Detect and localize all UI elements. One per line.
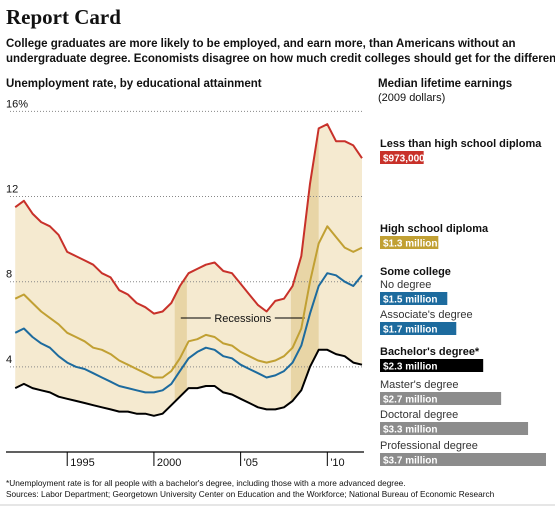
x-tick-label: '10 <box>330 457 344 469</box>
subtitle: College graduates are more likely to be … <box>6 38 516 50</box>
bar <box>380 236 439 249</box>
chart-title: Unemployment rate, by educational attain… <box>6 78 262 90</box>
value-label: $973,000 <box>383 154 425 165</box>
bar <box>380 151 424 164</box>
value-label: $3.3 million <box>383 425 437 436</box>
series-line <box>14 348 363 417</box>
bar <box>380 453 546 466</box>
y-tick-label: 12 <box>6 184 18 196</box>
subtitle: undergraduate degree. Economists disagre… <box>6 53 555 65</box>
value-label: $1.5 million <box>383 295 437 306</box>
series-line <box>14 272 363 394</box>
category-label: Less than high school diploma <box>380 138 542 150</box>
bar <box>380 392 502 405</box>
category-label: Bachelor's degree* <box>380 346 480 358</box>
recession-label: Recessions <box>214 313 271 325</box>
value-label: $2.3 million <box>383 362 437 373</box>
category-label: Master's degree <box>380 379 459 391</box>
category-label: No degree <box>380 279 431 291</box>
y-tick-label: 8 <box>6 269 12 281</box>
series-line <box>14 123 363 315</box>
category-label: Associate's degree <box>380 309 473 321</box>
value-label: $2.7 million <box>383 395 437 406</box>
x-tick-label: 2000 <box>157 457 181 469</box>
category-label: Professional degree <box>380 440 478 452</box>
y-tick-label: 4 <box>6 354 12 366</box>
bar <box>380 322 457 335</box>
value-label: $3.7 million <box>383 456 437 467</box>
category-label: High school diploma <box>380 223 489 235</box>
y-tick-label: 16% <box>6 98 28 110</box>
bar <box>380 422 529 435</box>
category-label: Doctoral degree <box>380 409 458 421</box>
x-tick-label: 1995 <box>70 457 94 469</box>
bar <box>380 292 448 305</box>
series-line <box>14 225 363 379</box>
page-title: Report Card <box>6 5 121 29</box>
footnote: *Unemployment rate is for all people wit… <box>6 478 406 488</box>
bar-title: Median lifetime earnings <box>378 78 512 90</box>
x-tick-label: '05 <box>244 457 258 469</box>
bar <box>380 359 484 372</box>
value-label: $1.3 million <box>383 239 437 250</box>
band <box>15 124 363 416</box>
source: Sources: Labor Department; Georgetown Un… <box>6 489 495 499</box>
value-label: $1.7 million <box>383 325 437 336</box>
bar-subtitle: (2009 dollars) <box>378 92 445 104</box>
group-label: Some college <box>380 266 451 278</box>
